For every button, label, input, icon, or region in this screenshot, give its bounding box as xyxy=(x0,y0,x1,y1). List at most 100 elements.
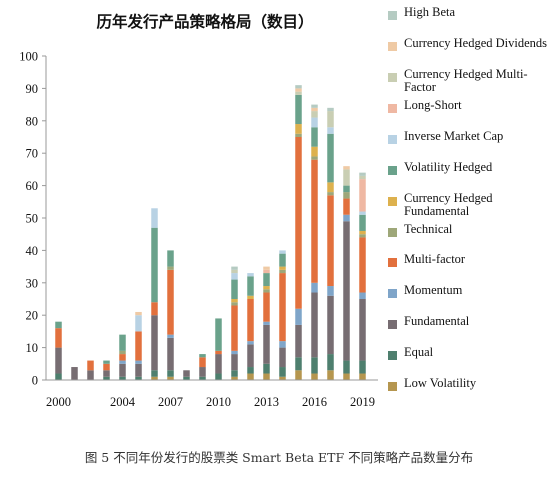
bar-segment xyxy=(247,295,254,299)
legend-swatch xyxy=(388,165,397,175)
bar-segment xyxy=(247,273,254,277)
legend-item: Multi-factor xyxy=(388,253,556,283)
legend-item: Technical xyxy=(388,222,556,253)
bar-segment xyxy=(135,363,142,377)
y-tick-label: 100 xyxy=(19,50,38,64)
bar-segment xyxy=(263,266,270,270)
bar-segment xyxy=(167,250,174,267)
bar-segment xyxy=(359,172,366,176)
bar-segment xyxy=(151,208,158,228)
legend-label: Volatility Hedged xyxy=(404,159,493,174)
bar-segment xyxy=(359,360,366,374)
bar-segment xyxy=(327,111,334,128)
bar-segment xyxy=(103,376,110,380)
x-axis: 2000 2004 2007 2010 2013 2016 2019 xyxy=(46,379,378,409)
legend-label: Fundamental xyxy=(404,314,470,329)
bar-series-group xyxy=(55,85,366,380)
bar-segment xyxy=(263,269,270,274)
bar-segment xyxy=(343,192,350,199)
bar-segment xyxy=(295,91,302,95)
legend-swatch xyxy=(388,196,397,206)
bar-segment xyxy=(311,373,318,380)
bar-segment xyxy=(359,237,366,293)
legend-label: Multi-factor xyxy=(404,252,466,267)
bar-segment xyxy=(135,331,142,361)
bar-segment xyxy=(295,133,302,137)
bar-segment xyxy=(295,88,302,92)
bar-segment xyxy=(311,156,318,160)
bar-segment xyxy=(183,376,190,380)
bar-segment xyxy=(215,354,222,374)
bar-segment xyxy=(263,289,270,293)
y-tick-label: 50 xyxy=(26,212,39,226)
bar-segment xyxy=(151,227,158,303)
bar-segment xyxy=(327,127,334,134)
bar-segment xyxy=(279,367,286,377)
bar-segment xyxy=(231,376,238,380)
bar-segment xyxy=(183,370,190,377)
legend-swatch xyxy=(388,103,397,113)
y-tick-label: 70 xyxy=(26,147,39,161)
x-tick-label: 2007 xyxy=(158,395,183,409)
bar-segment xyxy=(119,350,126,355)
bar-segment xyxy=(359,234,366,238)
bar-segment xyxy=(87,360,94,371)
bar-segment xyxy=(167,337,174,371)
y-tick-label: 90 xyxy=(26,82,39,96)
bar-segment xyxy=(311,111,318,118)
bar-segment xyxy=(263,363,270,374)
bar-segment xyxy=(119,376,126,380)
legend-label: High Beta xyxy=(404,5,456,19)
legend-item: Volatility Hedged xyxy=(388,159,556,191)
bar-segment xyxy=(263,321,270,325)
bar-segment xyxy=(167,370,174,377)
bar-segment xyxy=(55,328,62,348)
legend-label: Currency Hedged Multi-Factor xyxy=(404,66,528,94)
legend-swatch xyxy=(388,41,397,51)
bar-segment xyxy=(119,354,126,361)
bar-segment xyxy=(295,85,302,89)
bar-segment xyxy=(247,341,254,345)
legend-item: Momentum xyxy=(388,284,556,314)
bar-segment xyxy=(135,311,142,316)
bar-segment xyxy=(359,292,366,299)
bar-segment xyxy=(231,302,238,306)
stacked-bar-chart: 历年发行产品策略格局（数目） 0 10 20 30 40 50 60 70 80 90 100 20… xyxy=(19,12,378,409)
bar-segment xyxy=(247,344,254,368)
legend-item: Inverse Market Cap xyxy=(388,129,556,160)
bar-segment xyxy=(87,370,94,380)
bar-segment xyxy=(263,324,270,364)
chart-title: 历年发行产品策略格局（数目） xyxy=(96,12,313,31)
bar-segment xyxy=(231,279,238,299)
bar-segment xyxy=(343,221,350,361)
bar-segment xyxy=(343,214,350,222)
legend-swatch xyxy=(388,351,397,361)
bar-segment xyxy=(343,198,350,215)
bar-segment xyxy=(327,182,334,193)
bar-segment xyxy=(279,273,286,342)
bar-segment xyxy=(103,363,110,371)
bar-segment xyxy=(247,373,254,380)
legend-item: Long-Short xyxy=(388,98,556,129)
bar-segment xyxy=(327,295,334,355)
bar-segment xyxy=(71,367,78,380)
y-tick-label: 0 xyxy=(32,374,38,388)
x-tick-label: 2010 xyxy=(206,395,231,409)
bar-segment xyxy=(327,354,334,371)
legend-swatch xyxy=(388,258,397,268)
bar-segment xyxy=(199,357,206,368)
bar-segment xyxy=(359,179,366,212)
legend-label: Currency Hedged Dividends xyxy=(404,35,548,50)
legend-item: Currency Hedged Multi-Factor xyxy=(388,66,556,98)
bar-segment xyxy=(199,354,206,358)
y-axis: 0 10 20 30 40 50 60 70 80 90 100 xyxy=(19,50,47,388)
bar-segment xyxy=(279,253,286,267)
bar-segment xyxy=(247,276,254,296)
legend-swatch xyxy=(388,11,397,20)
x-tick-label: 2013 xyxy=(254,395,279,409)
bar-segment xyxy=(167,269,174,335)
bar-segment xyxy=(343,185,350,193)
bar-segment xyxy=(343,360,350,374)
bar-segment xyxy=(327,195,334,287)
legend-label: Momentum xyxy=(404,283,463,298)
